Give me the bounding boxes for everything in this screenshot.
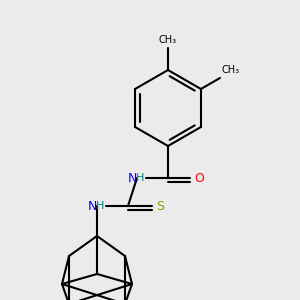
Text: O: O bbox=[194, 172, 204, 184]
Text: CH₃: CH₃ bbox=[222, 65, 240, 75]
Text: CH₃: CH₃ bbox=[159, 35, 177, 45]
Text: H: H bbox=[136, 173, 144, 183]
Text: H: H bbox=[96, 201, 104, 211]
Text: N: N bbox=[88, 200, 97, 212]
Text: S: S bbox=[156, 200, 164, 212]
Text: N: N bbox=[128, 172, 137, 184]
